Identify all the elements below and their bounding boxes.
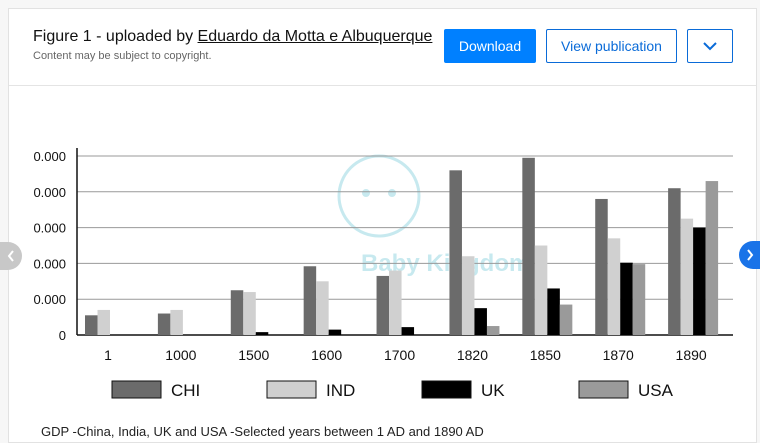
bar-chi xyxy=(157,313,171,335)
x-tick-label: 1 xyxy=(104,347,112,363)
legend-label-uk: UK xyxy=(481,381,505,400)
legend-label-usa: USA xyxy=(638,381,674,400)
y-tick-label: 0.000 xyxy=(33,149,66,164)
figure-title: Figure 1 - uploaded by Eduardo da Motta … xyxy=(33,28,432,46)
y-tick-label: 0.000 xyxy=(33,292,66,307)
bar-uk xyxy=(255,332,269,335)
y-tick-label: 0 xyxy=(59,328,66,343)
bar-usa xyxy=(559,304,573,335)
bar-chi xyxy=(230,290,244,335)
bar-uk xyxy=(547,288,560,335)
bar-uk xyxy=(401,327,415,335)
bar-uk xyxy=(474,308,487,335)
x-tick-label: 1700 xyxy=(384,347,415,363)
figure-header: Figure 1 - uploaded by Eduardo da Motta … xyxy=(9,9,756,86)
gdp-chart: Baby Kingdom 0 0.000 0.000 0.000 0.000 0.000 1 1… xyxy=(33,148,733,400)
x-tick-label: 1820 xyxy=(457,347,488,363)
bar-usa xyxy=(486,326,500,335)
bar-chi xyxy=(449,170,462,335)
x-tick-label: 1850 xyxy=(530,347,561,363)
bar-usa xyxy=(705,181,719,335)
legend-swatch-usa xyxy=(578,380,629,399)
bar-uk xyxy=(620,262,633,335)
more-options-button[interactable] xyxy=(687,29,733,63)
bar-uk xyxy=(693,227,706,335)
x-tick-label: 1500 xyxy=(238,347,269,363)
watermark-eye xyxy=(362,189,370,197)
download-button[interactable]: Download xyxy=(444,29,536,63)
chevron-down-icon xyxy=(703,41,717,50)
copyright-note: Content may be subject to copyright. xyxy=(33,50,212,62)
bar-ind xyxy=(461,256,475,335)
watermark-eye xyxy=(388,189,396,197)
bar-ind xyxy=(389,270,402,335)
bar-ind xyxy=(97,309,110,335)
legend-swatch-uk xyxy=(421,380,472,399)
x-tick-label: 1000 xyxy=(165,347,196,363)
figure-caption: GDP -China, India, UK and USA -Selected … xyxy=(41,424,484,439)
bar-ind xyxy=(243,292,256,335)
y-tick-label: 0.000 xyxy=(33,256,66,271)
bar-ind xyxy=(534,245,548,335)
x-tick-label: 1600 xyxy=(311,347,342,363)
previous-figure-button[interactable] xyxy=(0,242,22,270)
chevron-right-icon xyxy=(747,249,754,261)
bar-usa xyxy=(632,264,646,335)
chevron-left-icon xyxy=(7,250,14,262)
bar-ind xyxy=(316,281,329,335)
watermark-logo: Baby Kingdom xyxy=(337,154,530,277)
bar-ind xyxy=(607,238,621,335)
bar-chi xyxy=(522,157,535,335)
legend-swatch-ind xyxy=(266,380,317,399)
bar-ind xyxy=(170,309,183,335)
bar-chi xyxy=(668,188,681,335)
bar-chi xyxy=(595,198,608,335)
y-tick-label: 0.000 xyxy=(33,221,66,236)
y-tick-label: 0.000 xyxy=(33,185,66,200)
legend-swatch-chi xyxy=(111,380,162,399)
bar-chi xyxy=(303,266,317,335)
bar-uk xyxy=(328,329,342,335)
x-tick-label: 1890 xyxy=(676,347,707,363)
bar-chi xyxy=(376,275,390,335)
x-tick-label: 1870 xyxy=(603,347,634,363)
title-prefix: Figure 1 - uploaded by xyxy=(33,28,198,45)
figure-card: Figure 1 - uploaded by Eduardo da Motta … xyxy=(8,8,757,443)
author-link[interactable]: Eduardo da Motta e Albuquerque xyxy=(197,28,433,45)
legend-label-ind: IND xyxy=(326,381,355,400)
bar-chi xyxy=(85,315,98,335)
next-figure-button[interactable] xyxy=(739,241,760,269)
bar-ind xyxy=(680,218,694,335)
watermark-face xyxy=(337,154,421,238)
legend-label-chi: CHI xyxy=(171,381,200,400)
view-publication-button[interactable]: View publication xyxy=(546,29,677,63)
